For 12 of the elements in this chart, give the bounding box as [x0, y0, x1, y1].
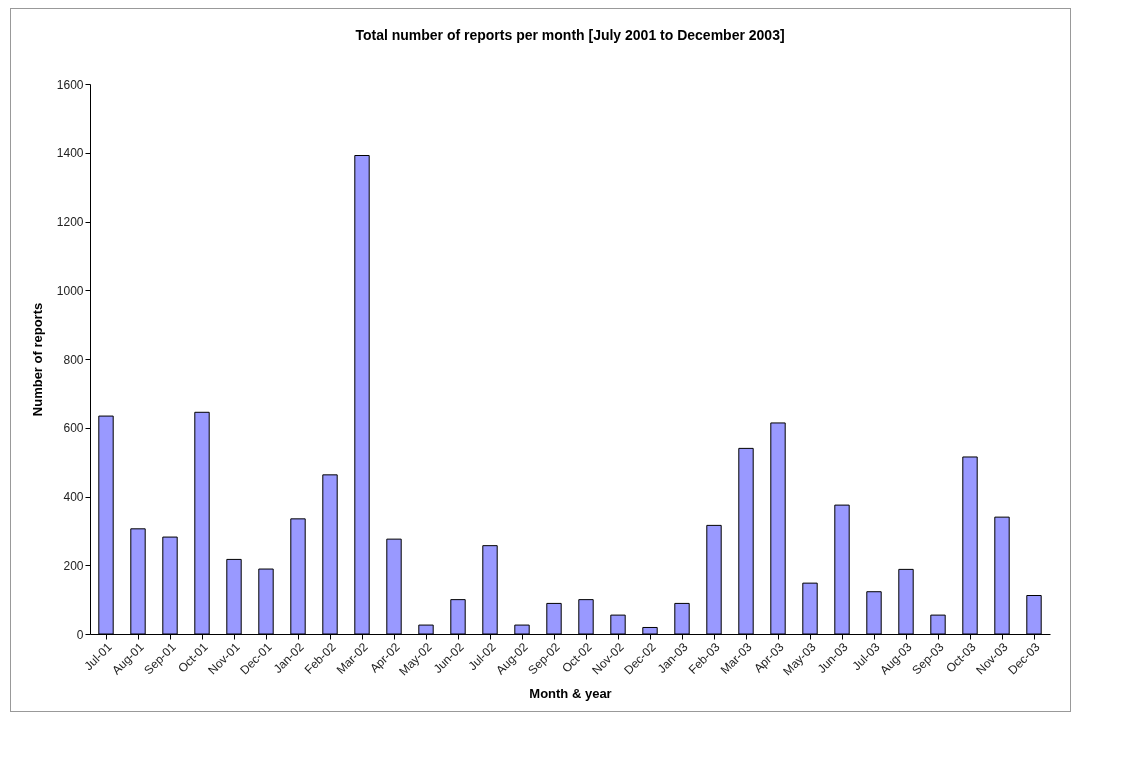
y-tick-label: 1600	[56, 77, 84, 92]
y-axis-title: Number of reports	[29, 302, 45, 417]
chart-title: Total number of reports per month [July 2001 to December 2003]	[355, 27, 785, 43]
y-tick-label: 1200	[56, 215, 84, 229]
y-tick-label: 800	[63, 352, 84, 367]
y-tick-label: 600	[63, 421, 84, 436]
y-tick-label: 400	[63, 490, 84, 504]
y-tick-label: 0	[76, 627, 84, 642]
x-axis-title: Month & year	[529, 685, 612, 701]
y-tick-label: 1400	[56, 146, 84, 161]
y-tick-label: 1000	[56, 283, 84, 298]
y-tick-label: 200	[63, 558, 84, 573]
